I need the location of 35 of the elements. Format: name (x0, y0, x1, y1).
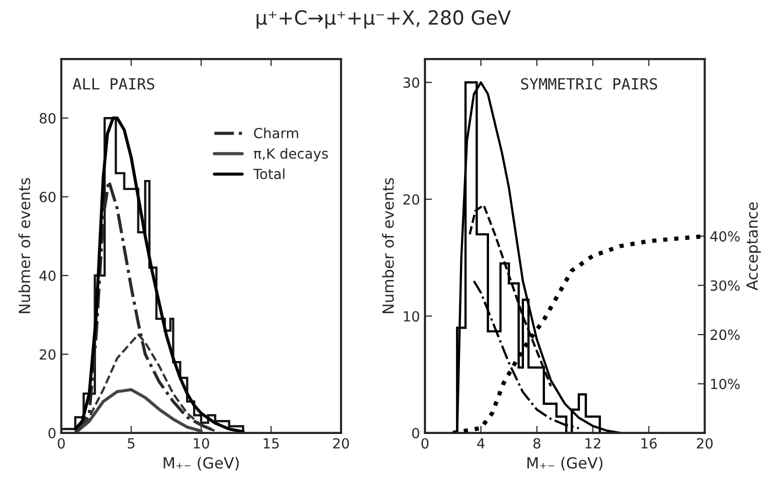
x-axis-title: M₊₋ (GeV) (164, 456, 239, 470)
x-tick-label: 15 (264, 438, 279, 449)
y-tick-label: 60 (40, 192, 56, 202)
y-axis-title: Nubmer of events (18, 178, 30, 314)
y-tick-label: 10 (404, 311, 420, 322)
y2-tick-label: 40% (710, 231, 740, 242)
legend-label: Total (253, 168, 284, 180)
y-tick-label: 20 (40, 349, 56, 360)
x-tick-label: 0 (421, 438, 428, 449)
annotation: ALL PAIRS (72, 78, 154, 90)
y-axis-title: Number of events (382, 178, 394, 314)
x-tick-label: 8 (533, 438, 540, 449)
legend-label: Charm (254, 128, 298, 138)
y-tick-label: 0 (412, 428, 420, 438)
legend-label: π,K decays (254, 148, 328, 162)
x-tick-label: 20 (696, 438, 713, 449)
x-tick-label: 0 (58, 438, 65, 449)
annotation: SYMMETRIC PAIRS (521, 78, 658, 90)
y2-tick-label: 30% (710, 280, 740, 291)
x-tick-label: 10 (194, 438, 210, 449)
y-tick-label: 40 (39, 270, 56, 281)
x-tick-label: 5 (128, 438, 134, 449)
y-tick-label: 30 (403, 77, 420, 88)
y-tick-label: 0 (48, 428, 56, 438)
y-tick-label: 20 (403, 194, 420, 205)
y2-axis-title: Acceptance (746, 202, 761, 290)
x-tick-label: 16 (641, 438, 657, 449)
y-tick-label: 80 (40, 113, 56, 124)
x-tick-label: 4 (477, 438, 485, 448)
y2-tick-label: 20% (710, 330, 740, 340)
x-tick-label: 20 (333, 438, 349, 449)
text: μ⁺+C→μ⁺+μ⁻+X, 280 GeV (256, 10, 511, 29)
x-tick-label: 12 (586, 438, 600, 448)
y2-tick-label: 10% (711, 378, 740, 390)
x-axis-title: M₊₋ (GeV) (527, 456, 602, 470)
